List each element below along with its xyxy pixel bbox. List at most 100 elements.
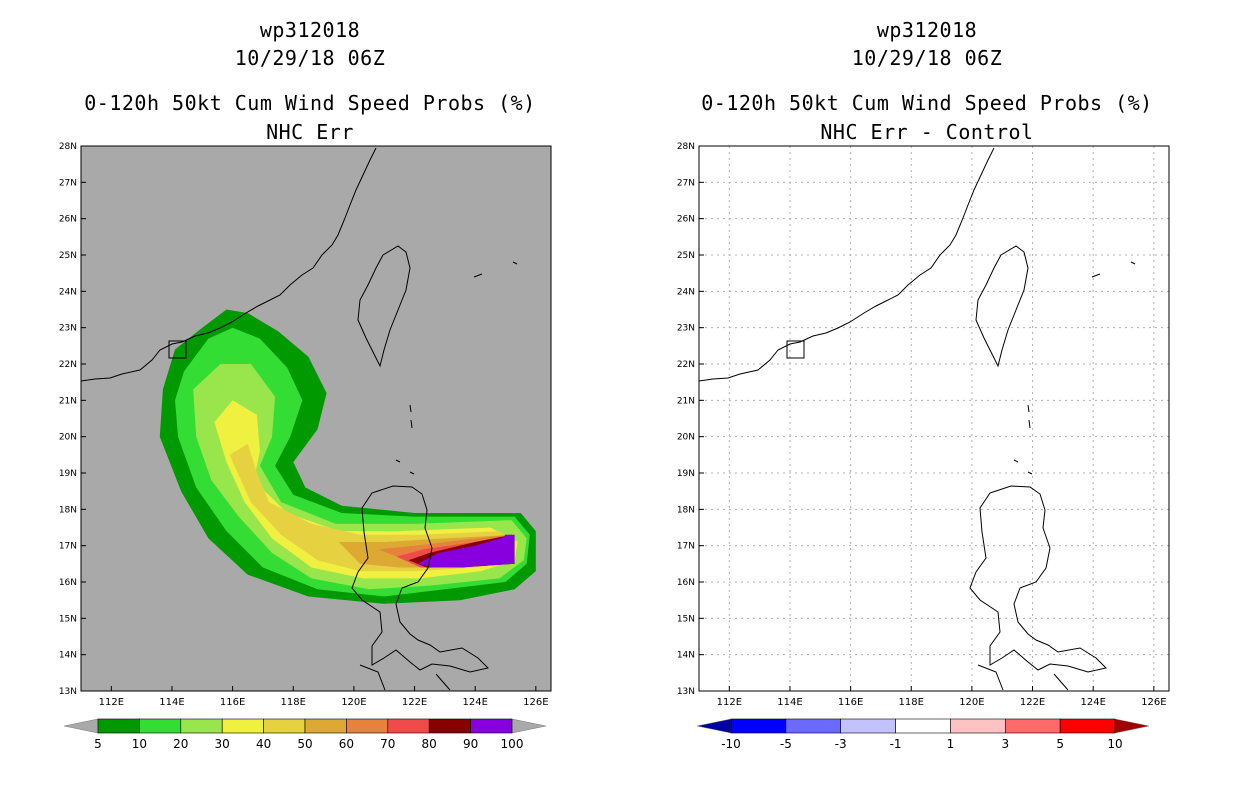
colorbar-swatch bbox=[730, 718, 787, 734]
left-storm-id: wp312018 bbox=[259, 18, 361, 42]
colorbar-label: 100 bbox=[501, 737, 524, 751]
x-tick-label: 112E bbox=[717, 697, 742, 708]
contour-band-20-30 bbox=[193, 364, 527, 590]
x-tick-label: 126E bbox=[523, 697, 548, 708]
contour-band-80-90 bbox=[408, 534, 515, 568]
x-tick-label: 122E bbox=[1020, 697, 1045, 708]
left-x-axis: 112E 114E 116E 118E 120E 122E 124E 126E bbox=[99, 686, 549, 708]
y-tick-label: 28N bbox=[59, 142, 77, 152]
colorbar-label: 30 bbox=[215, 737, 230, 751]
contour-band-50-60 bbox=[338, 534, 515, 568]
left-chart-title: 0-120h 50kt Cum Wind Speed Probs (%) bbox=[84, 91, 536, 115]
contour-band-5-10 bbox=[159, 309, 536, 604]
contour-band-90-100 bbox=[417, 534, 515, 568]
x-tick-label: 114E bbox=[159, 697, 184, 708]
y-tick-label: 13N bbox=[677, 687, 695, 697]
y-tick-label: 14N bbox=[677, 651, 695, 661]
colorbar-label: 70 bbox=[380, 737, 395, 751]
right-y-axis: 13N 14N 15N 16N 17N 18N 19N 20N 21N 22N 23N 24N 25N 2… bbox=[677, 142, 704, 697]
y-tick-label: 18N bbox=[59, 505, 77, 515]
colorbar-label: 60 bbox=[339, 737, 354, 751]
right-map: 112E 114E 116E 118E 120E 122E 124E 126E 13N14N1… bbox=[677, 142, 1170, 708]
x-tick-label: 126E bbox=[1141, 697, 1166, 708]
right-map-frame bbox=[698, 145, 1170, 692]
right-gridlines bbox=[699, 146, 1169, 691]
left-map: 112E 114E 116E 118E 120E 122E 124E 126E 13N14N1… bbox=[59, 142, 552, 708]
luzon-outline bbox=[351, 485, 489, 673]
colorbar-swatch bbox=[387, 718, 430, 734]
y-tick-label: 22N bbox=[677, 360, 695, 370]
right-map-background bbox=[699, 146, 1169, 691]
hong-kong-box bbox=[168, 340, 187, 359]
y-tick-label: 22N bbox=[59, 360, 77, 370]
left-datetime: 10/29/18 06Z bbox=[234, 46, 386, 70]
x-tick-label: 118E bbox=[281, 697, 306, 708]
colorbar-low-arrow bbox=[63, 718, 99, 734]
y-tick-label: 17N bbox=[59, 542, 77, 552]
y-tick-label: 17N bbox=[677, 542, 695, 552]
y-tick-label: 27N bbox=[59, 178, 77, 188]
colorbar-swatch bbox=[840, 718, 896, 734]
y-tick-label: 26N bbox=[677, 215, 695, 225]
y-tick-label: 20N bbox=[59, 433, 77, 443]
y-tick-label: 15N bbox=[59, 614, 77, 624]
y-tick-label: 24N bbox=[59, 287, 77, 297]
right-x-axis: 112E 114E 116E 118E 120E 122E 124E 126E bbox=[717, 686, 1167, 708]
y-tick-label: 16N bbox=[677, 578, 695, 588]
x-tick-label: 116E bbox=[220, 697, 245, 708]
left-coastlines bbox=[81, 147, 518, 691]
right-coastlines bbox=[699, 147, 1136, 691]
y-tick-label: 25N bbox=[677, 251, 695, 261]
right-colorbar: -10 -5 -3 -1 1 3 5 10 bbox=[696, 718, 1150, 751]
luzon-outline bbox=[969, 485, 1107, 673]
colorbar-swatch bbox=[180, 718, 223, 734]
colorbar-swatch bbox=[470, 718, 513, 734]
colorbar-swatch bbox=[346, 718, 389, 734]
y-tick-label: 25N bbox=[59, 251, 77, 261]
colorbar-swatch bbox=[139, 718, 182, 734]
colorbar-label: -1 bbox=[890, 737, 902, 751]
left-probability-contours bbox=[159, 309, 536, 604]
colorbar-swatch bbox=[1004, 718, 1061, 734]
colorbar-label: -3 bbox=[835, 737, 847, 751]
colorbar-label: -10 bbox=[721, 737, 741, 751]
contour-band-40-50 bbox=[229, 443, 515, 572]
x-tick-label: 116E bbox=[838, 697, 863, 708]
contour-band-10-20 bbox=[175, 327, 530, 597]
y-tick-label: 23N bbox=[59, 324, 77, 334]
y-tick-label: 19N bbox=[677, 469, 695, 479]
colorbar-label: 50 bbox=[297, 737, 312, 751]
colorbar-label: -5 bbox=[780, 737, 792, 751]
right-storm-id: wp312018 bbox=[876, 18, 978, 42]
colorbar-high-arrow bbox=[511, 718, 547, 734]
contour-band-70-80 bbox=[396, 534, 515, 568]
colorbar-label: 10 bbox=[132, 737, 147, 751]
left-y-axis: 13N 14N 15N 16N 17N 18N 19N 20N 21N 22N 23N 24N 25N 2… bbox=[59, 142, 86, 697]
colorbar-swatch bbox=[97, 718, 140, 734]
colorbar-label: 90 bbox=[463, 737, 478, 751]
hong-kong-box bbox=[786, 340, 805, 359]
colorbar-low-arrow bbox=[696, 718, 732, 734]
y-tick-label: 23N bbox=[677, 324, 695, 334]
y-tick-label: 13N bbox=[59, 687, 77, 697]
x-tick-label: 120E bbox=[959, 697, 984, 708]
colorbar-swatch bbox=[428, 718, 471, 734]
y-tick-label: 16N bbox=[59, 578, 77, 588]
y-tick-label: 14N bbox=[59, 651, 77, 661]
y-tick-label: 15N bbox=[677, 614, 695, 624]
colorbar-swatch bbox=[1059, 718, 1116, 734]
taiwan-outline bbox=[357, 245, 411, 368]
left-map-frame bbox=[80, 145, 552, 692]
batanes-islands bbox=[1013, 261, 1136, 475]
y-tick-label: 24N bbox=[677, 287, 695, 297]
x-tick-label: 124E bbox=[462, 697, 487, 708]
contour-band-100 bbox=[454, 534, 515, 564]
y-tick-label: 28N bbox=[677, 142, 695, 152]
y-tick-label: 27N bbox=[677, 178, 695, 188]
china-coastline bbox=[81, 147, 377, 382]
colorbar-label: 20 bbox=[173, 737, 188, 751]
x-tick-label: 120E bbox=[341, 697, 366, 708]
colorbar-swatch bbox=[785, 718, 842, 734]
y-tick-label: 21N bbox=[59, 396, 77, 406]
y-tick-label: 20N bbox=[677, 433, 695, 443]
